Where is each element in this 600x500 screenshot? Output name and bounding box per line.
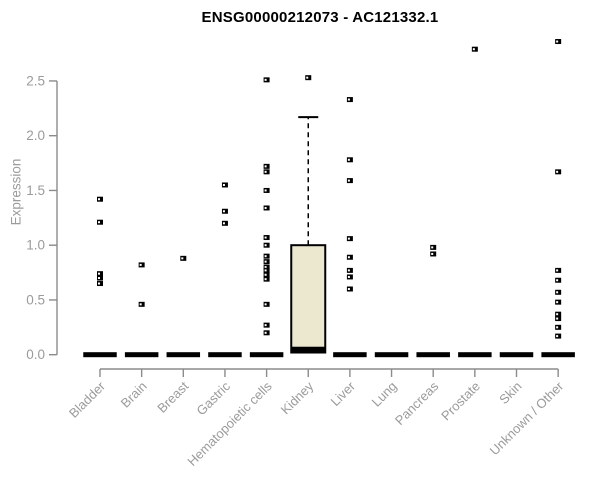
data-point-center xyxy=(222,210,225,213)
data-point-center xyxy=(98,198,100,201)
x-tick-label: Unknown / Other xyxy=(487,378,567,458)
data-point-center xyxy=(264,303,267,306)
data-point-center xyxy=(264,273,267,276)
data-point-center xyxy=(556,40,559,43)
data-point-center xyxy=(264,255,267,258)
median-bar xyxy=(124,352,159,358)
data-point-center xyxy=(431,252,434,255)
data-point-center xyxy=(222,183,225,186)
data-point-center xyxy=(556,317,559,320)
median-bar xyxy=(291,346,325,352)
x-tick-label: Bladder xyxy=(66,378,109,421)
x-tick-label: Prostate xyxy=(438,379,483,424)
y-tick-label: 0.0 xyxy=(26,347,45,362)
data-point-center xyxy=(347,269,350,272)
x-tick-label: Gastric xyxy=(193,378,233,418)
data-point-center xyxy=(98,277,100,280)
data-point-center xyxy=(181,257,184,260)
data-point-center xyxy=(556,326,559,329)
data-point-center xyxy=(556,301,559,304)
data-point-center xyxy=(556,291,559,294)
median-bar xyxy=(416,352,450,358)
data-point-center xyxy=(264,331,267,334)
x-tick-label: Kidney xyxy=(278,378,317,417)
y-tick-label: 1.0 xyxy=(26,238,45,253)
median-bar xyxy=(249,352,284,358)
data-point-center xyxy=(556,170,559,173)
data-point-center xyxy=(347,98,350,101)
data-point-center xyxy=(222,222,225,225)
data-point-center xyxy=(264,278,267,281)
data-point-center xyxy=(347,288,350,290)
median-bar xyxy=(541,352,575,358)
y-tick-label: 1.5 xyxy=(26,183,45,198)
x-tick-label: Pancreas xyxy=(392,378,442,428)
data-point-center xyxy=(264,260,267,263)
data-point-center xyxy=(306,76,309,79)
data-point-center xyxy=(264,170,267,173)
data-point-center xyxy=(556,313,559,316)
data-point-center xyxy=(556,335,559,338)
median-bar xyxy=(374,352,409,358)
data-point-center xyxy=(139,303,142,306)
data-point-center xyxy=(347,237,350,240)
data-point-center xyxy=(98,272,100,275)
data-point-center xyxy=(347,275,350,278)
data-point-center xyxy=(347,158,350,161)
data-point-center xyxy=(556,279,559,282)
x-tick-label: Breast xyxy=(154,378,191,415)
x-tick-label: Liver xyxy=(327,378,358,409)
y-tick-label: 0.5 xyxy=(26,292,45,307)
data-point-center xyxy=(431,246,434,249)
median-bar xyxy=(333,352,367,358)
median-bar xyxy=(208,352,242,358)
data-point-center xyxy=(472,48,475,51)
iqr-box xyxy=(290,244,327,354)
data-point-center xyxy=(264,244,267,247)
y-tick-label: 2.5 xyxy=(26,73,45,88)
data-point-center xyxy=(264,324,267,327)
data-point-center xyxy=(139,263,142,266)
x-tick-label: Skin xyxy=(496,379,524,407)
median-bar xyxy=(458,352,492,358)
chart-title: ENSG00000212073 - AC121332.1 xyxy=(201,9,439,26)
x-tick-label: Lung xyxy=(369,379,400,410)
data-point-center xyxy=(264,78,267,81)
data-point-center xyxy=(264,165,267,168)
data-point-center xyxy=(98,282,100,285)
x-tick-label: Brain xyxy=(118,379,150,411)
y-tick-label: 2.0 xyxy=(26,128,45,143)
data-point-center xyxy=(556,269,559,272)
data-point-center xyxy=(347,179,350,182)
data-point-center xyxy=(264,269,267,272)
median-bar xyxy=(83,352,117,358)
median-bar xyxy=(499,352,534,358)
data-point-center xyxy=(264,206,267,209)
data-point-center xyxy=(264,236,267,239)
data-point-center xyxy=(98,221,100,224)
data-point-center xyxy=(264,266,267,269)
data-point-center xyxy=(264,189,267,192)
data-point-center xyxy=(347,256,350,259)
median-bar xyxy=(166,352,201,358)
